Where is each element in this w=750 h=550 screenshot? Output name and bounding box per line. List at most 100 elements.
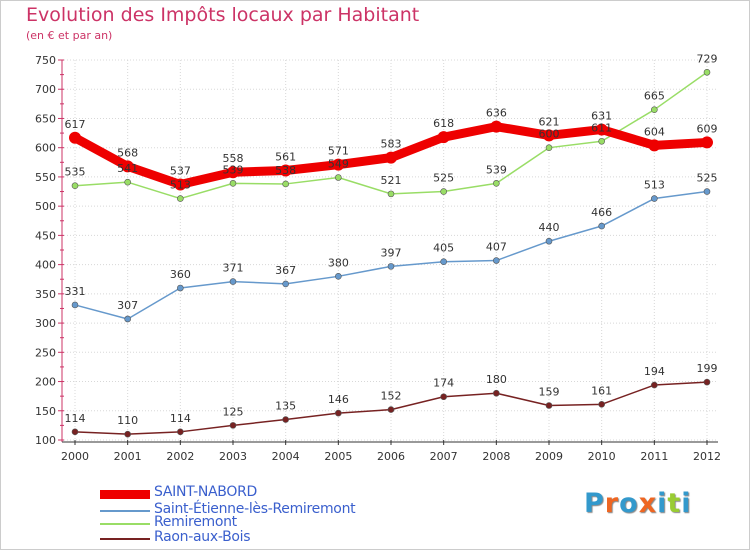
data-point — [493, 180, 500, 187]
x-tick-label: 2009 — [535, 450, 563, 463]
x-tick-label: 2010 — [588, 450, 616, 463]
y-tick-label: 600 — [35, 142, 56, 155]
data-label: 307 — [117, 299, 138, 312]
data-label: 631 — [591, 110, 612, 123]
data-point — [437, 131, 450, 144]
data-point — [174, 178, 187, 191]
legend-label: Raon-aux-Bois — [154, 529, 251, 545]
y-tick-label: 150 — [35, 405, 56, 418]
data-label: 159 — [539, 386, 560, 399]
data-label: 397 — [381, 246, 402, 259]
data-point — [227, 166, 239, 179]
data-label: 367 — [275, 264, 296, 277]
data-label: 174 — [433, 377, 454, 390]
data-label: 199 — [697, 362, 718, 375]
data-point — [385, 151, 397, 164]
x-tick-label: 2004 — [272, 450, 300, 463]
data-point — [282, 280, 289, 288]
proxiti-logo: Proxiti — [584, 488, 692, 519]
y-tick-label: 250 — [35, 346, 56, 359]
data-point — [598, 137, 605, 145]
data-label: 161 — [591, 384, 612, 397]
data-point — [282, 416, 289, 423]
data-point — [387, 406, 395, 413]
x-tick-label: 2001 — [114, 450, 142, 463]
legend-swatch — [100, 510, 150, 512]
y-tick-label: 550 — [35, 171, 56, 184]
data-point — [71, 182, 79, 189]
data-label: 180 — [486, 373, 507, 386]
chart-subtitle: (en € et par an) — [26, 29, 113, 42]
data-point — [71, 428, 79, 436]
y-tick-label: 100 — [35, 434, 56, 447]
data-label: 618 — [433, 117, 454, 130]
data-point — [545, 144, 553, 151]
data-label: 729 — [697, 52, 718, 65]
data-label: 558 — [223, 152, 244, 165]
data-point — [335, 174, 342, 181]
data-point — [598, 222, 605, 230]
data-label: 114 — [65, 412, 86, 425]
data-point — [124, 315, 131, 323]
y-tick-label: 700 — [35, 83, 56, 96]
data-point — [701, 136, 713, 149]
data-label: 360 — [170, 268, 191, 281]
data-label: 604 — [644, 125, 665, 138]
x-tick-label: 2005 — [324, 450, 352, 463]
data-label: 407 — [486, 241, 507, 254]
legend-label: Saint-Étienne-lès-Remiremont — [154, 501, 356, 517]
x-tick-label: 2008 — [482, 450, 510, 463]
data-point — [387, 190, 395, 198]
y-tick-label: 650 — [35, 112, 56, 125]
data-label: 513 — [170, 179, 191, 192]
data-point — [279, 164, 292, 177]
data-label: 331 — [65, 285, 86, 298]
y-tick-label: 300 — [35, 317, 56, 330]
data-label: 371 — [223, 262, 244, 275]
data-label: 583 — [381, 138, 402, 151]
data-point — [177, 195, 184, 202]
x-tick-label: 2002 — [166, 450, 194, 463]
data-label: 525 — [433, 172, 454, 185]
data-point — [124, 178, 131, 186]
data-label: 561 — [275, 150, 296, 163]
data-label: 380 — [328, 256, 349, 269]
legend-swatch — [100, 489, 150, 499]
data-label: 617 — [65, 118, 86, 131]
data-point — [651, 381, 658, 389]
data-point — [651, 106, 658, 113]
y-tick-label: 400 — [35, 259, 56, 272]
legend-swatch — [100, 523, 150, 525]
data-label: 621 — [539, 115, 560, 128]
chart-title: Evolution des Impôts locaux par Habitant — [26, 4, 420, 26]
x-tick-label: 2003 — [219, 450, 247, 463]
data-point — [703, 68, 711, 76]
data-point — [440, 393, 447, 401]
y-tick-label: 200 — [35, 376, 56, 389]
data-point — [229, 180, 237, 187]
data-point — [121, 160, 134, 173]
data-label: 537 — [170, 165, 191, 178]
legend-label: SAINT-NABORD — [154, 484, 257, 500]
data-label: 539 — [223, 163, 244, 176]
data-point — [387, 263, 395, 270]
data-label: 135 — [275, 400, 296, 413]
data-point — [177, 428, 184, 436]
data-label: 114 — [170, 412, 191, 425]
data-label: 125 — [223, 405, 244, 418]
data-point — [493, 389, 500, 397]
data-label: 110 — [117, 414, 138, 427]
x-tick-label: 2007 — [430, 450, 458, 463]
data-point — [335, 409, 342, 417]
data-point — [703, 378, 711, 386]
data-label: 636 — [486, 107, 507, 120]
data-label: 146 — [328, 393, 349, 406]
data-point — [545, 402, 553, 409]
data-point — [124, 430, 131, 438]
data-label: 538 — [275, 164, 296, 177]
data-point — [545, 237, 553, 245]
data-point — [177, 284, 184, 292]
data-label: 600 — [539, 128, 560, 141]
